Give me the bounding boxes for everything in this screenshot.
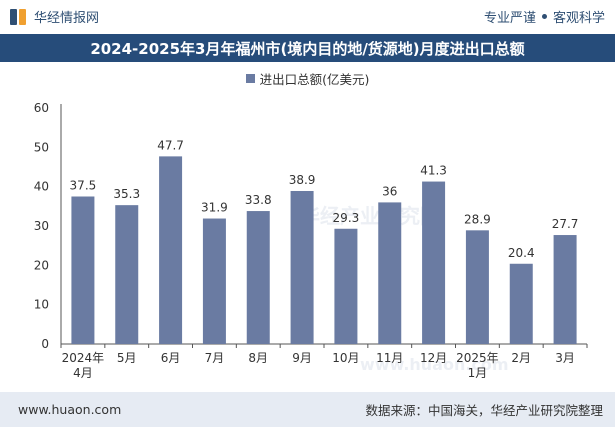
bar	[553, 235, 577, 344]
x-tick-label: 10月	[332, 351, 359, 365]
data-label: 33.8	[245, 193, 272, 207]
x-tick-label: 5月	[117, 351, 137, 365]
bar	[334, 228, 358, 344]
y-tick-label: 40	[34, 180, 49, 194]
x-tick-label: 2024年	[62, 351, 105, 365]
data-label: 41.3	[420, 164, 447, 178]
data-label: 38.9	[289, 173, 316, 187]
chart-legend: 进出口总额(亿美元)	[0, 68, 615, 88]
chart-title-bar: 2024-2025年3月年福州市(境内目的地/货源地)月度进出口总额	[0, 34, 615, 62]
data-label: 27.7	[552, 217, 579, 231]
y-tick-label: 30	[34, 219, 49, 233]
legend-swatch	[245, 73, 255, 83]
x-tick-label: 11月	[376, 351, 403, 365]
website-link[interactable]: www.huaon.com	[18, 402, 122, 417]
data-label: 47.7	[157, 138, 184, 152]
x-tick-label: 3月	[555, 351, 575, 365]
data-label: 28.9	[464, 212, 491, 226]
legend-label: 进出口总额(亿美元)	[259, 71, 370, 87]
bar	[290, 190, 314, 344]
x-tick-label: 8月	[248, 351, 268, 365]
chart-title: 2024-2025年3月年福州市(境内目的地/货源地)月度进出口总额	[90, 39, 525, 58]
x-tick-label: 2月	[511, 351, 531, 365]
separator-dot-icon	[541, 14, 547, 19]
tagline: 专业严谨 客观科学	[484, 7, 605, 26]
x-tick-label: 2025年	[456, 351, 499, 365]
data-label: 36	[382, 184, 397, 198]
bar	[509, 263, 533, 344]
brand-logo[interactable]: 华经情报网	[10, 7, 99, 26]
watermark-text: 华经产业研究院	[300, 204, 440, 228]
data-label: 35.3	[113, 187, 140, 201]
data-label: 31.9	[201, 201, 228, 215]
top-bar: 华经情报网 专业严谨 客观科学	[0, 0, 615, 33]
footer: www.huaon.com 数据来源：中国海关，华经产业研究院整理	[0, 392, 615, 427]
data-label: 20.4	[508, 246, 535, 260]
data-source: 数据来源：中国海关，华经产业研究院整理	[365, 403, 603, 418]
x-tick-label: 12月	[420, 351, 447, 365]
bar	[465, 230, 489, 344]
bar	[378, 202, 402, 344]
bar	[71, 196, 95, 344]
bar	[115, 205, 139, 344]
data-label: 29.3	[333, 211, 360, 225]
x-tick-label: 1月	[468, 366, 488, 380]
y-tick-label: 20	[34, 258, 49, 272]
tagline-left: 专业严谨	[483, 11, 536, 26]
y-tick-label: 0	[41, 337, 49, 351]
brand-name: 华经情报网	[34, 11, 100, 26]
x-tick-label: 9月	[292, 351, 312, 365]
x-tick-label: 6月	[161, 351, 181, 365]
y-tick-label: 10	[34, 298, 49, 312]
tagline-right: 客观科学	[552, 11, 605, 26]
x-tick-label: 7月	[205, 351, 225, 365]
data-label: 37.5	[70, 179, 97, 193]
bar	[246, 211, 270, 344]
bar	[202, 218, 226, 344]
x-tick-label: 4月	[73, 366, 93, 380]
y-tick-label: 60	[34, 101, 49, 115]
logo-icon	[10, 8, 28, 26]
y-tick-label: 50	[34, 140, 49, 154]
bar	[159, 156, 183, 344]
bar	[422, 181, 446, 344]
watermark-url: www.huaon.com	[360, 355, 509, 374]
